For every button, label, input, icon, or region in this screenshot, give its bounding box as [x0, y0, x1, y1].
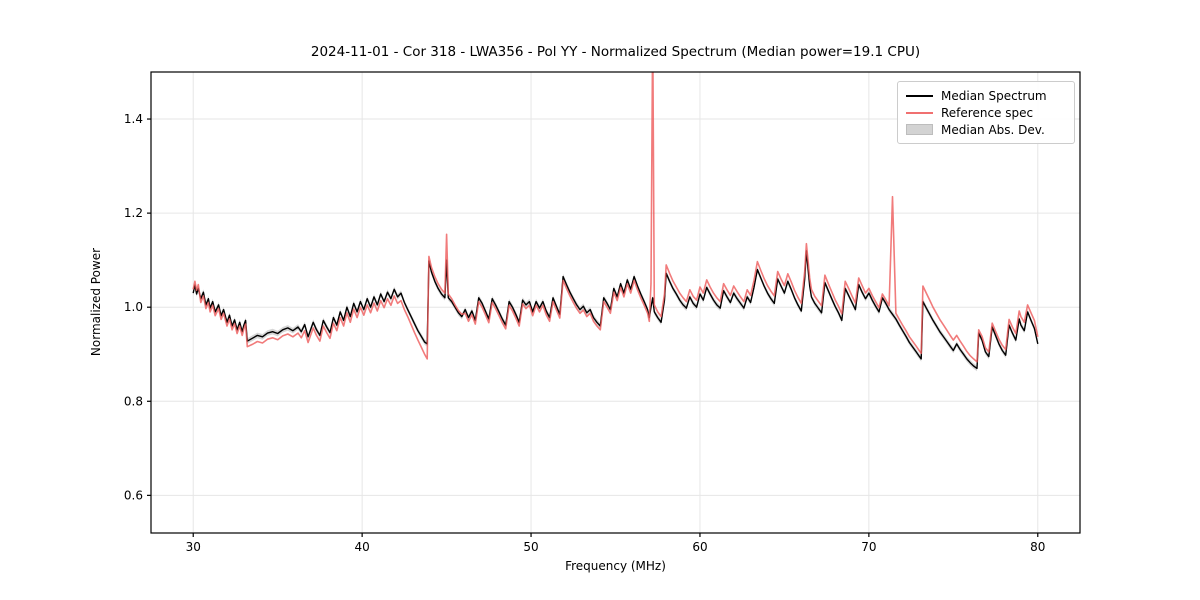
x-tick-label: 60	[692, 540, 707, 554]
x-tick-label: 70	[861, 540, 876, 554]
x-tick-label: 50	[523, 540, 538, 554]
median-spectrum-line	[192, 250, 1039, 370]
axes-frame	[150, 71, 1081, 534]
y-axis-label: Normalized Power	[89, 247, 103, 357]
y-tick-label: 1.0	[124, 300, 143, 314]
mad-patch-swatch-icon	[906, 124, 933, 135]
median-line-swatch-icon	[906, 94, 933, 97]
legend-item-reference-spec: Reference spec	[906, 104, 1066, 121]
axis-ticks	[147, 118, 1039, 537]
x-tick-label: 40	[354, 540, 369, 554]
x-tick-label: 80	[1030, 540, 1045, 554]
reference-spec-line	[192, 72, 1039, 363]
x-axis-label: Frequency (MHz)	[565, 559, 666, 573]
legend-item-median-abs-dev: Median Abs. Dev.	[906, 121, 1066, 138]
legend-label: Median Spectrum	[941, 88, 1047, 103]
x-tick-label: 30	[186, 540, 201, 554]
reference-line-swatch-icon	[906, 111, 933, 114]
y-tick-label: 1.2	[124, 206, 143, 220]
chart-title: 2024-11-01 - Cor 318 - LWA356 - Pol YY -…	[310, 44, 921, 60]
tick-labels: 30 40 50 60 70 80 0.6 0.8 1.0 1.2 1.4	[124, 112, 1046, 554]
legend-box: Median Spectrum Reference spec Median Ab…	[897, 81, 1075, 144]
plot-border	[150, 71, 1081, 534]
series-group	[192, 72, 1039, 372]
legend-item-median-spectrum: Median Spectrum	[906, 87, 1066, 104]
legend-label: Reference spec	[941, 105, 1034, 120]
y-tick-label: 1.4	[124, 112, 143, 126]
y-tick-label: 0.8	[124, 394, 143, 408]
mad-band-area	[193, 247, 1038, 372]
legend-label: Median Abs. Dev.	[941, 122, 1045, 137]
y-tick-label: 0.6	[124, 488, 143, 502]
